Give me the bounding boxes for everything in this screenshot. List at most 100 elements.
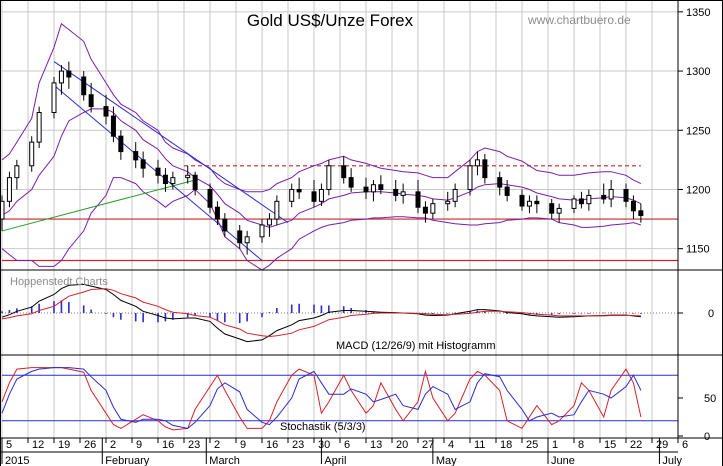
macd-histogram-bar bbox=[632, 313, 635, 314]
x-tick-label: 8 bbox=[578, 439, 584, 451]
candle bbox=[311, 180, 317, 208]
stochastic-label: Stochastik (5/3/3) bbox=[280, 421, 366, 433]
x-tick-label: 16 bbox=[266, 439, 278, 451]
candle-body bbox=[118, 135, 124, 153]
candle bbox=[378, 175, 384, 195]
macd-histogram-bar bbox=[276, 307, 278, 313]
x-tick-label: 16 bbox=[162, 439, 174, 451]
y-tick-label: 1350 bbox=[686, 7, 710, 19]
macd-signal-line bbox=[1, 288, 641, 338]
candle-body bbox=[311, 191, 317, 202]
candle-body bbox=[341, 165, 347, 179]
candle bbox=[363, 177, 369, 199]
macd-histogram-bar bbox=[1, 311, 3, 313]
macd-histogram-bar bbox=[298, 303, 300, 313]
candle-body bbox=[452, 188, 458, 202]
candle bbox=[519, 189, 525, 211]
candle bbox=[155, 159, 161, 184]
candle-body bbox=[586, 194, 592, 205]
candle-body bbox=[519, 194, 525, 207]
candle bbox=[430, 198, 436, 220]
candle bbox=[638, 203, 644, 223]
x-tick-label: 13 bbox=[370, 439, 382, 451]
candle bbox=[415, 180, 421, 214]
candle bbox=[601, 183, 607, 204]
candle-body bbox=[467, 165, 473, 190]
candle-body bbox=[578, 198, 584, 205]
macd-histogram-bar bbox=[454, 312, 456, 314]
x-tick-label: 2 bbox=[110, 439, 116, 451]
x-tick-label: 5 bbox=[6, 439, 12, 451]
macd-histogram-bar bbox=[588, 313, 590, 314]
candle bbox=[88, 82, 94, 113]
candle bbox=[81, 71, 87, 101]
candle bbox=[504, 180, 510, 202]
month-label: June bbox=[551, 455, 575, 466]
candle bbox=[66, 61, 72, 89]
macd-histogram-bar bbox=[602, 312, 605, 314]
candle bbox=[0, 195, 5, 231]
candle-body bbox=[482, 159, 488, 179]
bollinger-upper bbox=[1, 22, 642, 193]
month-label: April bbox=[324, 455, 346, 466]
candle-body bbox=[0, 200, 5, 220]
x-tick-label: 6 bbox=[682, 439, 688, 451]
candle bbox=[526, 195, 532, 214]
candle-body bbox=[140, 159, 146, 169]
trendline bbox=[53, 61, 289, 224]
macd-histogram-bar bbox=[68, 302, 70, 313]
y-tick-label: 1250 bbox=[686, 125, 710, 137]
candle-body bbox=[393, 188, 399, 196]
month-label: July bbox=[662, 455, 682, 466]
candle bbox=[578, 191, 584, 209]
candle bbox=[266, 213, 272, 237]
candle-body bbox=[29, 141, 35, 167]
macd-label: MACD (12/26/9) mit Histogramm bbox=[336, 340, 496, 352]
macd-histogram-bar bbox=[194, 313, 196, 316]
candle-body bbox=[207, 188, 213, 208]
candle-body bbox=[222, 218, 228, 232]
macd-histogram-bar bbox=[30, 306, 33, 313]
candle-body bbox=[638, 210, 644, 217]
x-tick-label: 15 bbox=[604, 439, 616, 451]
macd-histogram-bar bbox=[498, 312, 501, 314]
candle-body bbox=[259, 224, 265, 238]
candle-body bbox=[549, 203, 555, 214]
candle bbox=[341, 156, 347, 184]
candle bbox=[274, 195, 280, 225]
macd-histogram-bar bbox=[142, 313, 144, 323]
candle bbox=[400, 183, 406, 204]
macd-histogram-bar bbox=[82, 305, 85, 313]
candle-body bbox=[36, 112, 42, 143]
macd-histogram-bar bbox=[216, 313, 219, 321]
macd-histogram-bar bbox=[268, 312, 271, 313]
stochastic-k-line bbox=[1, 367, 642, 431]
candle-body bbox=[88, 94, 94, 108]
candle bbox=[348, 168, 354, 192]
candle bbox=[482, 153, 488, 184]
candle-body bbox=[534, 200, 540, 205]
candle bbox=[497, 171, 503, 196]
candle bbox=[445, 191, 451, 211]
candle-body bbox=[170, 177, 176, 185]
candle bbox=[289, 183, 295, 208]
candle-body bbox=[504, 186, 510, 196]
candle bbox=[467, 159, 473, 196]
x-tick-label: 30 bbox=[318, 439, 330, 451]
candle bbox=[370, 180, 376, 202]
watermark-label: Hoppenstedt Charts bbox=[10, 276, 108, 288]
candle-body bbox=[348, 177, 354, 188]
x-tick-label: 29 bbox=[656, 439, 668, 451]
x-tick-label: 19 bbox=[58, 439, 70, 451]
macd-histogram-bar bbox=[580, 313, 583, 314]
candle-body bbox=[58, 70, 64, 84]
x-tick-label: 1 bbox=[552, 439, 558, 451]
candle-body bbox=[214, 206, 220, 220]
macd-histogram-bar bbox=[60, 300, 63, 313]
candle bbox=[586, 189, 592, 211]
stoch-y-tick-label: 50 bbox=[704, 393, 716, 405]
source-label: www.chartbuero.de bbox=[527, 13, 631, 27]
candle-body bbox=[192, 174, 198, 190]
candle bbox=[51, 76, 57, 119]
